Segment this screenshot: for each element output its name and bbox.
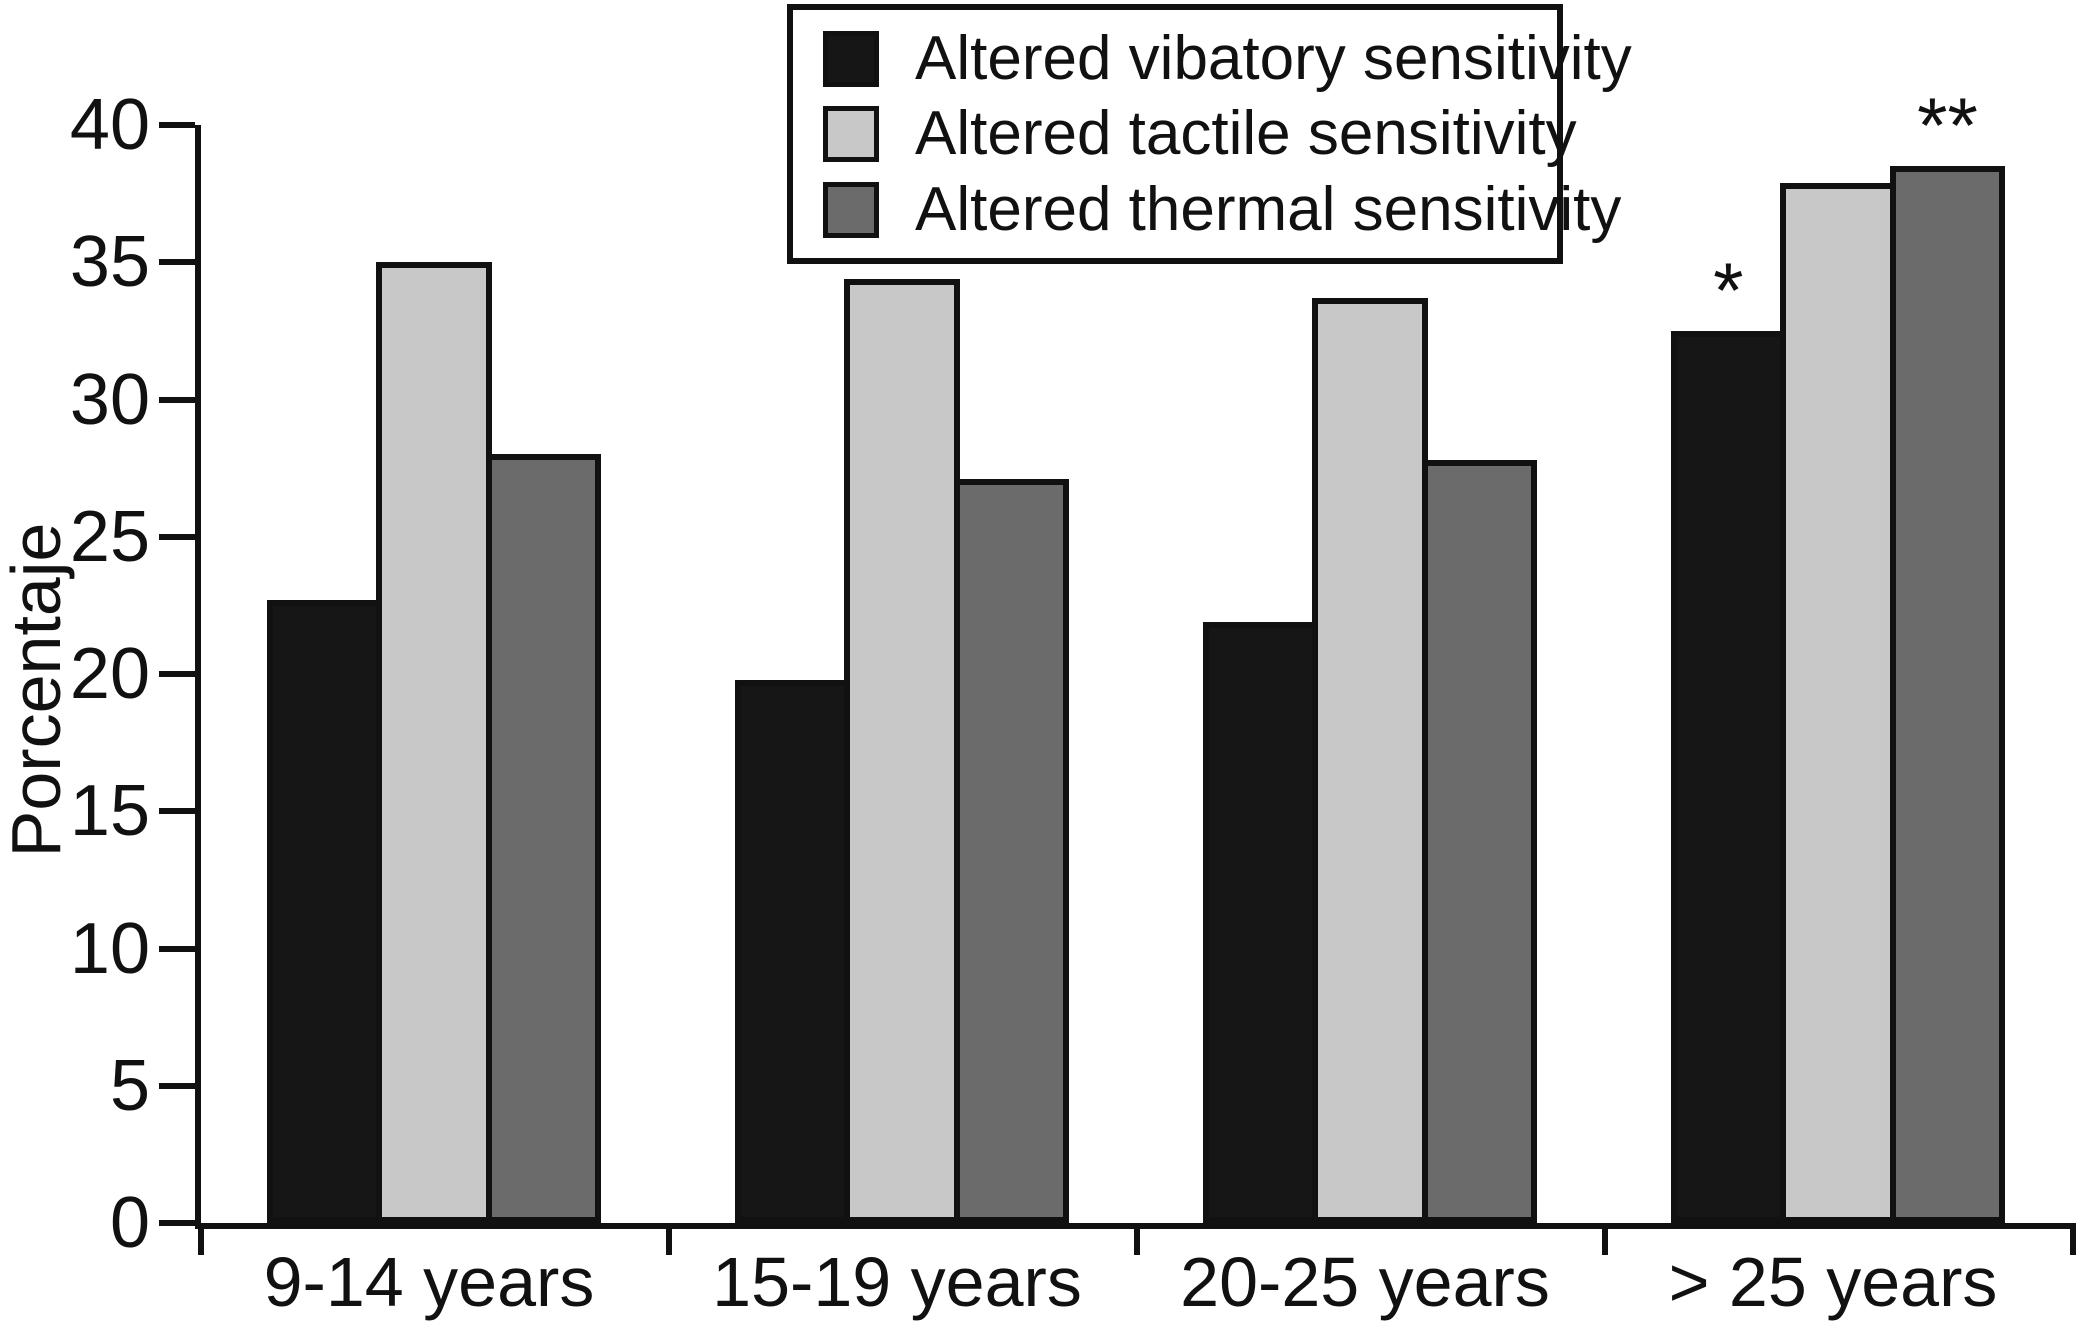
legend-label: Altered tactile sensitivity [915,99,1577,168]
significance-annotation: * [1713,245,1744,334]
y-axis-tick-labels: 0 5 10 15 20 25 30 35 40 [0,89,150,1259]
x-category-label: 9-14 years [263,1243,595,1321]
x-category-label: 20-25 years [1180,1243,1550,1321]
y-tick-5 [159,1082,195,1089]
legend-swatch-icon [823,106,879,162]
legend-item: Altered thermal sensitivity [823,176,1621,243]
x-axis-boundary-tick [198,1223,204,1255]
y-tick-label-25: 25 [69,496,150,577]
y-tick-label-20: 20 [69,634,150,714]
x-category-label: 15-19 years [712,1243,1082,1321]
plot-area: * ** [159,86,2076,1255]
x-axis-boundary-tick [1602,1223,1608,1255]
legend-label: Altered vibatory sensitivity [915,23,1632,93]
bar-altered-tactile-sensitivity->-25-years [1780,182,1896,1223]
y-tick-label-40: 40 [69,85,150,165]
bar-group-9-14 years [201,125,669,1223]
x-category-label: > 25 years [1668,1243,1998,1321]
legend-item: Altered tactile sensitivity [823,101,1577,167]
bar-altered-tactile-sensitivity-20-25-years [1312,297,1428,1223]
bar-altered-thermal-sensitivity-20-25-years [1421,459,1538,1223]
y-tick-40 [159,122,195,128]
y-tick-label-15: 15 [69,771,150,852]
legend-label: Altered thermal sensitivity [915,174,1622,244]
bar-altered-vibatory-sensitivity->-25-years [1670,330,1787,1223]
y-tick-label-10: 10 [69,908,150,989]
bar-altered-thermal-sensitivity-9-14-years [485,454,602,1223]
bar-altered-tactile-sensitivity-9-14-years [376,262,492,1223]
y-tick-label-35: 35 [69,222,150,303]
y-tick-10 [159,945,195,952]
y-tick-35 [159,259,195,266]
bar-altered-vibatory-sensitivity-20-25-years [1202,621,1319,1223]
legend-swatch-icon [823,181,879,238]
bar-altered-tactile-sensitivity-15-19-years [844,278,960,1223]
x-axis-boundary-tick [1134,1223,1140,1255]
significance-annotation: ** [1917,81,1978,170]
y-tick-0 [159,1220,195,1226]
y-tick-label-30: 30 [69,359,150,440]
bar-groups: * ** [201,86,2073,1223]
y-tick-30 [159,396,195,403]
bar-group-> 25 years: * ** [1605,86,2073,1223]
legend-item: Altered vibatory sensitivity [823,25,1632,92]
bar-altered-thermal-sensitivity-15-19-years [953,479,1070,1223]
bar-group-20-25 years [1137,125,1605,1223]
legend: Altered vibatory sensitivity Altered tact… [787,4,1632,264]
legend-swatch-icon [823,30,879,87]
y-tick-label-0: 0 [109,1183,150,1263]
x-axis-category-labels: 9-14 years 15-19 years 20-25 years > 25 yea… [195,1244,2067,1320]
y-tick-label-5: 5 [109,1045,150,1126]
x-axis-boundary-tick [666,1223,672,1255]
bar-altered-vibatory-sensitivity-15-19-years [734,679,851,1223]
y-tick-20 [159,671,195,677]
y-tick-25 [159,533,195,540]
bar-group-15-19 years [669,125,1137,1223]
y-tick-15 [159,808,195,815]
bar-altered-vibatory-sensitivity-9-14-years [266,599,383,1223]
bar-altered-thermal-sensitivity->-25-years [1889,166,2006,1223]
x-axis-boundary-tick [2070,1223,2076,1255]
